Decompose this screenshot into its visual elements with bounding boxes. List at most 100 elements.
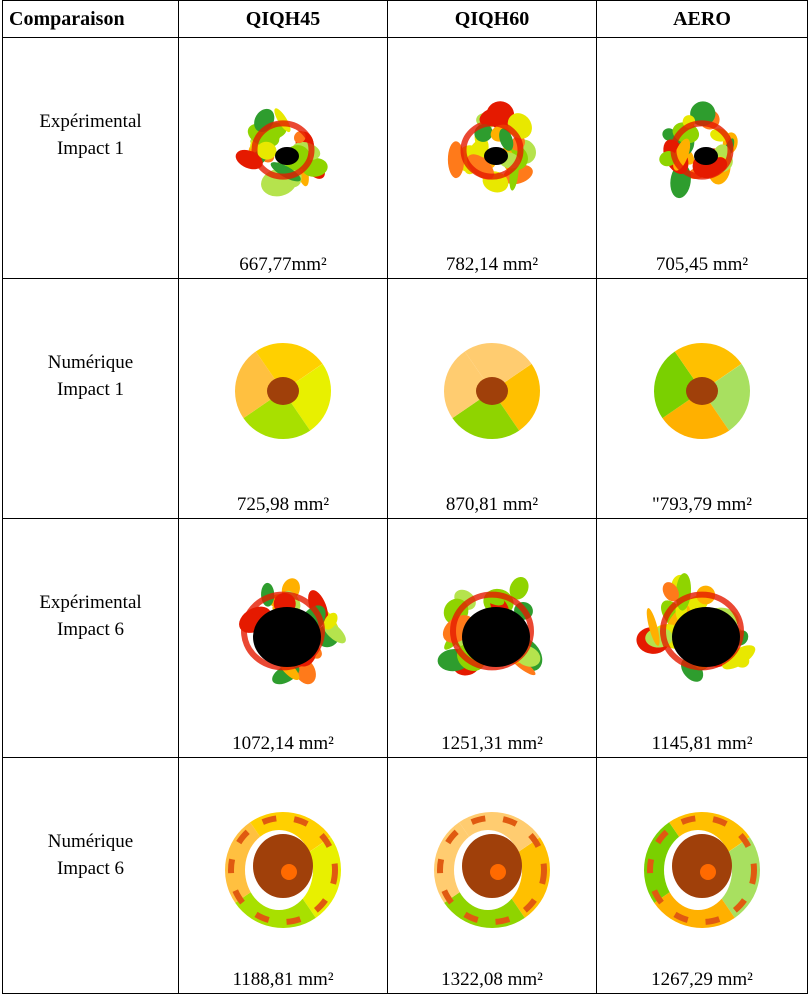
area-label: 1251,31 mm² [441,733,543,754]
image-shape [702,363,750,431]
image-cell: 1072,14 mm² [178,518,388,758]
header-cell: AERO [596,0,808,38]
body-row: Numérique Impact 1 725,98 mm² 870,81 mm² "79… [2,278,808,519]
result-image [659,101,738,199]
image-cell: 782,14 mm² [387,37,597,279]
result-image [225,812,341,928]
image-shape [694,147,718,165]
image-cell: 1188,81 mm² [178,757,388,994]
image-shape [462,834,522,898]
image-shape [323,612,338,630]
image-shape [672,834,732,898]
row-label-line: Impact 6 [56,858,124,879]
image-cell: 725,98 mm² [178,278,388,519]
row-label-cell: Numérique Impact 1 [2,278,179,519]
row-label-line: Expérimental [39,592,142,613]
image-cell: "793,79 mm² [596,278,808,519]
image-shape [243,391,311,439]
area-label: 1322,08 mm² [441,969,543,990]
image-shape [672,607,740,667]
image-shape [700,864,716,880]
image-shape [437,815,547,925]
image-shape [647,815,757,925]
image-cell: 1322,08 mm² [387,757,597,994]
image-shape [253,834,313,898]
area-label: 782,14 mm² [445,254,539,275]
image-shape [275,147,299,165]
body-row: Expérimental Impact 1 667,77mm² 782,14 mm² 7… [2,37,808,279]
image-shape [690,101,716,127]
area-label: 1267,29 mm² [651,969,753,990]
area-label: 725,98 mm² [236,494,330,515]
header-cell: Comparaison [2,0,179,38]
image-shape [646,608,660,646]
area-label: 667,77mm² [239,254,327,275]
row-label-line: Numérique [47,352,134,373]
area-label: 870,81 mm² [445,494,539,515]
image-shape [235,351,283,419]
image-shape [686,377,718,405]
row-label: Numérique Impact 1 [3,349,178,403]
image-shape [452,391,520,439]
image-cell: 1267,29 mm² [596,757,808,994]
area-label: 705,45 mm² [655,254,749,275]
image-shape [670,120,734,180]
image-cell: 705,45 mm² [596,37,808,279]
image-shape [460,120,524,180]
result-image [447,101,537,193]
image-shape [251,120,315,180]
area-label: "793,79 mm² [651,494,752,515]
image-shape [662,391,730,439]
image-shape [476,377,508,405]
result-image [644,812,760,928]
image-shape [241,591,325,671]
result-image [444,343,540,439]
row-label-line: Impact 6 [56,619,124,640]
image-shape [255,343,323,391]
image-cell: 870,81 mm² [387,278,597,519]
image-shape [228,815,338,925]
row-label-line: Expérimental [39,111,142,132]
image-shape [490,864,506,880]
image-shape [654,351,702,419]
row-label-cell: Numérique Impact 6 [2,757,179,994]
image-cell: 667,77mm² [178,37,388,279]
row-label-line: Impact 1 [56,138,124,159]
area-label: 1072,14 mm² [232,733,334,754]
image-shape [450,591,534,671]
result-image [437,577,543,676]
image-shape [499,128,514,151]
image-shape [492,363,540,431]
image-shape [447,141,465,179]
result-image [636,573,756,682]
row-label-line: Impact 1 [56,379,124,400]
image-shape [484,147,508,165]
image-shape [444,351,492,419]
image-shape [283,363,331,431]
result-image [235,108,328,197]
image-cell: 1251,31 mm² [387,518,597,758]
row-label: Expérimental Impact 6 [3,589,178,643]
row-label: Numérique Impact 6 [3,828,178,882]
image-shape [660,591,744,671]
result-image [239,578,346,685]
image-shape [732,651,750,668]
result-image [235,343,331,439]
area-label: 1188,81 mm² [232,969,334,990]
row-label-cell: Expérimental Impact 1 [2,37,179,279]
image-shape [509,577,529,600]
header-cell: QIQH60 [387,0,597,38]
image-shape [253,607,321,667]
image-shape [267,377,299,405]
image-cell: 1145,81 mm² [596,518,808,758]
image-shape [281,864,297,880]
area-label: 1145,81 mm² [651,733,753,754]
body-row: Numérique Impact 6 1188,81 mm² 1322,08 mm² 1… [2,757,808,994]
header-cell: QIQH45 [178,0,388,38]
row-label: Expérimental Impact 1 [3,108,178,162]
row-label-cell: Expérimental Impact 6 [2,518,179,758]
header-row: Comparaison QIQH45 QIQH60 AERO [2,0,808,38]
image-shape [464,343,532,391]
result-image [654,343,750,439]
